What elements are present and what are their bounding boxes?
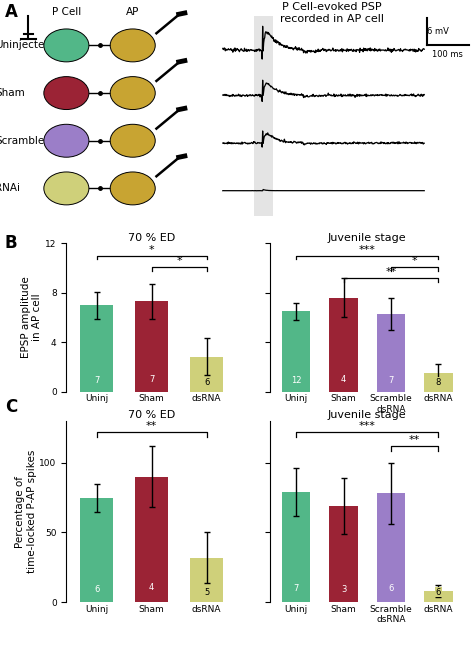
Text: 12: 12 xyxy=(291,376,301,385)
Bar xyxy=(282,311,310,392)
Text: 6: 6 xyxy=(388,584,394,594)
Text: 7: 7 xyxy=(94,376,100,384)
Bar xyxy=(377,494,405,602)
Text: Sham: Sham xyxy=(0,88,25,98)
Text: **: ** xyxy=(385,267,397,277)
Text: C: C xyxy=(5,398,17,416)
Bar xyxy=(254,16,273,216)
Text: 6: 6 xyxy=(436,588,441,597)
Title: Juvenile stage: Juvenile stage xyxy=(328,411,407,420)
Text: P Cell-evoked PSP
recorded in AP cell: P Cell-evoked PSP recorded in AP cell xyxy=(280,2,384,24)
Text: ***: *** xyxy=(359,245,376,255)
Bar xyxy=(190,357,223,392)
Y-axis label: EPSP amplitude
in AP cell: EPSP amplitude in AP cell xyxy=(21,276,43,359)
Text: ***: *** xyxy=(359,421,376,432)
Ellipse shape xyxy=(110,76,155,109)
Title: Juvenile stage: Juvenile stage xyxy=(328,233,407,243)
Ellipse shape xyxy=(110,124,155,157)
Text: RNAi: RNAi xyxy=(0,184,20,193)
Ellipse shape xyxy=(110,29,155,62)
Title: 70 % ED: 70 % ED xyxy=(128,411,175,420)
Text: Uninjected: Uninjected xyxy=(0,40,51,51)
Bar xyxy=(80,305,113,392)
Bar xyxy=(329,297,358,392)
Bar xyxy=(424,373,453,392)
Bar xyxy=(80,497,113,602)
Text: P Cell: P Cell xyxy=(52,7,81,17)
Ellipse shape xyxy=(44,172,89,205)
Ellipse shape xyxy=(44,124,89,157)
Bar xyxy=(377,314,405,392)
Text: A: A xyxy=(5,3,18,21)
Title: 70 % ED: 70 % ED xyxy=(128,233,175,243)
Text: 6: 6 xyxy=(94,585,100,594)
Text: 8: 8 xyxy=(436,378,441,387)
Text: *: * xyxy=(176,256,182,266)
Text: **: ** xyxy=(409,436,420,445)
Text: *: * xyxy=(149,245,155,255)
Ellipse shape xyxy=(110,172,155,205)
Bar xyxy=(190,557,223,602)
Bar xyxy=(329,506,358,602)
Bar xyxy=(135,477,168,602)
Text: **: ** xyxy=(146,421,157,432)
Text: 3: 3 xyxy=(341,586,346,594)
Text: B: B xyxy=(5,234,18,251)
Text: 6: 6 xyxy=(204,378,210,387)
Text: 6 mV: 6 mV xyxy=(427,27,449,36)
Bar xyxy=(135,301,168,392)
Bar xyxy=(424,591,453,602)
Text: 7: 7 xyxy=(149,375,155,384)
Text: 4: 4 xyxy=(341,375,346,384)
Ellipse shape xyxy=(44,29,89,62)
Ellipse shape xyxy=(44,76,89,109)
Y-axis label: Percentage of
time-locked P-AP spikes: Percentage of time-locked P-AP spikes xyxy=(15,450,36,573)
Text: 7: 7 xyxy=(388,376,394,386)
Text: 5: 5 xyxy=(204,588,210,597)
Bar xyxy=(282,492,310,602)
Text: *: * xyxy=(412,256,418,266)
Text: 100 ms: 100 ms xyxy=(432,50,464,59)
Text: Scramble: Scramble xyxy=(0,136,45,145)
Text: 7: 7 xyxy=(293,584,299,594)
Text: AP: AP xyxy=(126,7,139,17)
Text: 4: 4 xyxy=(149,583,155,592)
